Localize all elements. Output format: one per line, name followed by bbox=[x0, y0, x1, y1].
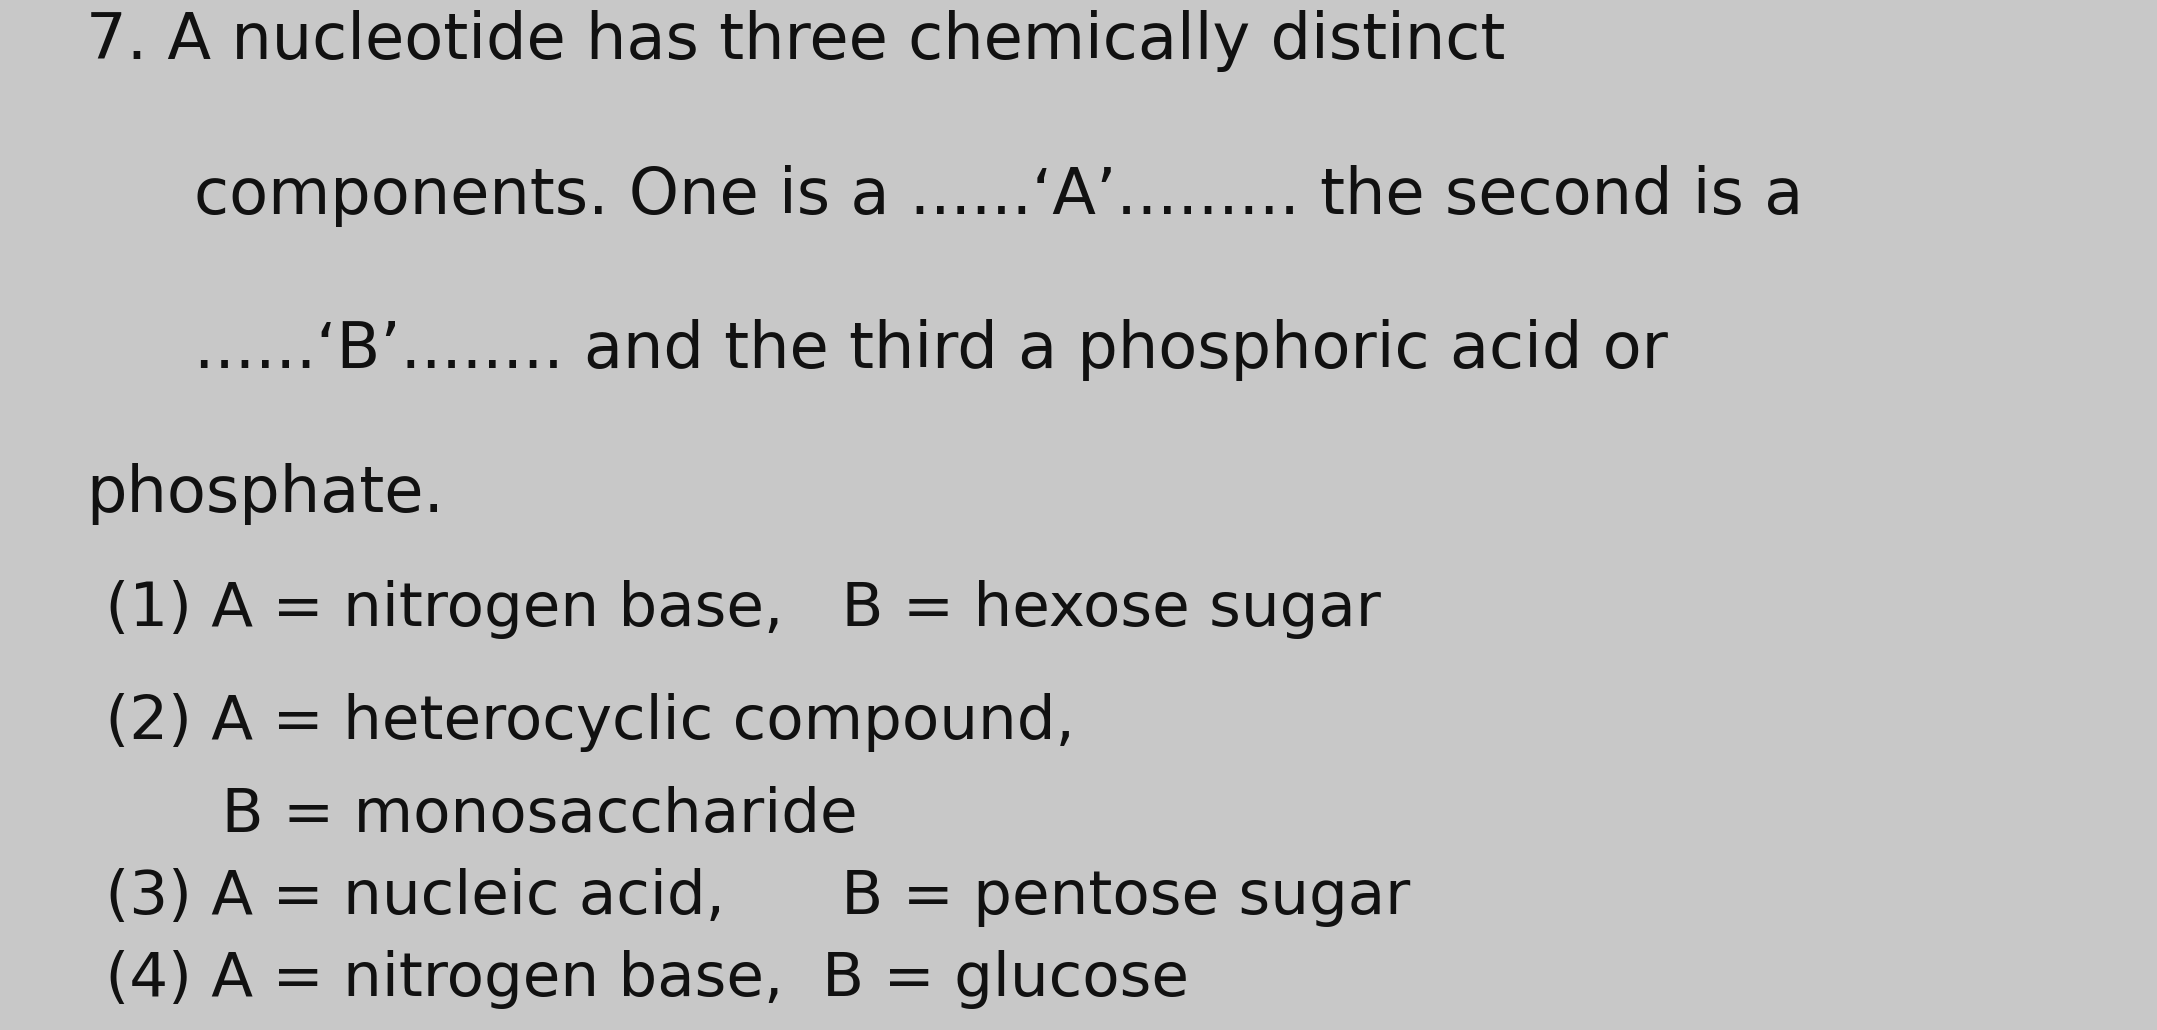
Text: (3) A = nucleic acid,      B = pentose sugar: (3) A = nucleic acid, B = pentose sugar bbox=[86, 868, 1411, 927]
Text: (2) A = heterocyclic compound,: (2) A = heterocyclic compound, bbox=[86, 693, 1074, 752]
Text: (1) A = nitrogen base,   B = hexose sugar: (1) A = nitrogen base, B = hexose sugar bbox=[86, 580, 1380, 639]
Text: phosphate.: phosphate. bbox=[86, 464, 444, 525]
Text: ......‘B’........ and the third a phosphoric acid or: ......‘B’........ and the third a phosph… bbox=[194, 319, 1667, 381]
Text: components. One is a ......‘A’......... the second is a: components. One is a ......‘A’......... … bbox=[194, 165, 1803, 227]
Text: (4) A = nitrogen base,  B = glucose: (4) A = nitrogen base, B = glucose bbox=[86, 951, 1189, 1009]
Text: 7. A nucleotide has three chemically distinct: 7. A nucleotide has three chemically dis… bbox=[86, 10, 1506, 72]
Text: B = monosaccharide: B = monosaccharide bbox=[86, 786, 858, 845]
